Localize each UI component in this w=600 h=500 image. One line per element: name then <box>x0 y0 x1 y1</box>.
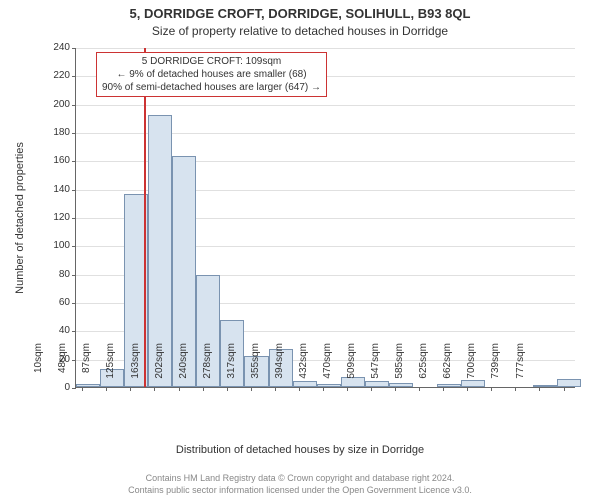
y-tick-label: 80 <box>36 270 76 280</box>
y-tick-label: 60 <box>36 298 76 308</box>
x-tick-mark <box>564 387 565 391</box>
y-axis-label: Number of detached properties <box>14 142 26 294</box>
marker-line <box>144 48 146 387</box>
x-tick-label: 125sqm <box>106 343 116 393</box>
x-tick-label: 317sqm <box>227 343 237 393</box>
x-tick-label: 585sqm <box>395 343 405 393</box>
y-tick-label: 240 <box>36 43 76 53</box>
x-tick-label: 202sqm <box>155 343 165 393</box>
gridline <box>76 48 575 49</box>
annotation-line-3: 90% of semi-detached houses are larger (… <box>102 81 321 94</box>
x-tick-label: 355sqm <box>251 343 261 393</box>
x-tick-label: 48sqm <box>58 343 68 393</box>
x-tick-label: 700sqm <box>467 343 477 393</box>
x-tick-label: 625sqm <box>419 343 429 393</box>
plot-area: 5 DORRIDGE CROFT: 109sqm ← 9% of detache… <box>75 48 575 388</box>
y-tick-label: 160 <box>36 156 76 166</box>
x-tick-mark <box>539 387 540 391</box>
x-tick-label: 739sqm <box>491 343 501 393</box>
page-title: 5, DORRIDGE CROFT, DORRIDGE, SOLIHULL, B… <box>0 6 600 21</box>
x-axis-label: Distribution of detached houses by size … <box>0 444 600 456</box>
x-tick-label: 240sqm <box>179 343 189 393</box>
x-tick-label: 470sqm <box>323 343 333 393</box>
x-tick-label: 432sqm <box>299 343 309 393</box>
footer-attribution: Contains HM Land Registry data © Crown c… <box>0 472 600 496</box>
x-tick-label: 509sqm <box>347 343 357 393</box>
annotation-box: 5 DORRIDGE CROFT: 109sqm ← 9% of detache… <box>96 52 327 97</box>
page-subtitle: Size of property relative to detached ho… <box>0 24 600 38</box>
y-tick-label: 40 <box>36 326 76 336</box>
x-tick-label: 278sqm <box>203 343 213 393</box>
y-tick-label: 120 <box>36 213 76 223</box>
chart-container: 5, DORRIDGE CROFT, DORRIDGE, SOLIHULL, B… <box>0 0 600 500</box>
annotation-line-2: ← 9% of detached houses are smaller (68) <box>102 68 321 81</box>
y-tick-label: 200 <box>36 100 76 110</box>
histogram-bar <box>533 385 557 387</box>
x-tick-label: 394sqm <box>275 343 285 393</box>
gridline <box>76 105 575 106</box>
x-tick-label: 547sqm <box>371 343 381 393</box>
footer-line-1: Contains HM Land Registry data © Crown c… <box>0 472 600 484</box>
annotation-line-1: 5 DORRIDGE CROFT: 109sqm <box>102 55 321 68</box>
x-tick-label: 10sqm <box>34 343 44 393</box>
x-tick-label: 662sqm <box>443 343 453 393</box>
y-tick-label: 140 <box>36 185 76 195</box>
histogram-bar <box>557 379 581 388</box>
y-tick-label: 220 <box>36 71 76 81</box>
x-tick-label: 777sqm <box>516 343 526 393</box>
y-tick-label: 180 <box>36 128 76 138</box>
x-tick-label: 87sqm <box>82 343 92 393</box>
y-tick-label: 100 <box>36 241 76 251</box>
footer-line-2: Contains public sector information licen… <box>0 484 600 496</box>
x-tick-label: 163sqm <box>131 343 141 393</box>
